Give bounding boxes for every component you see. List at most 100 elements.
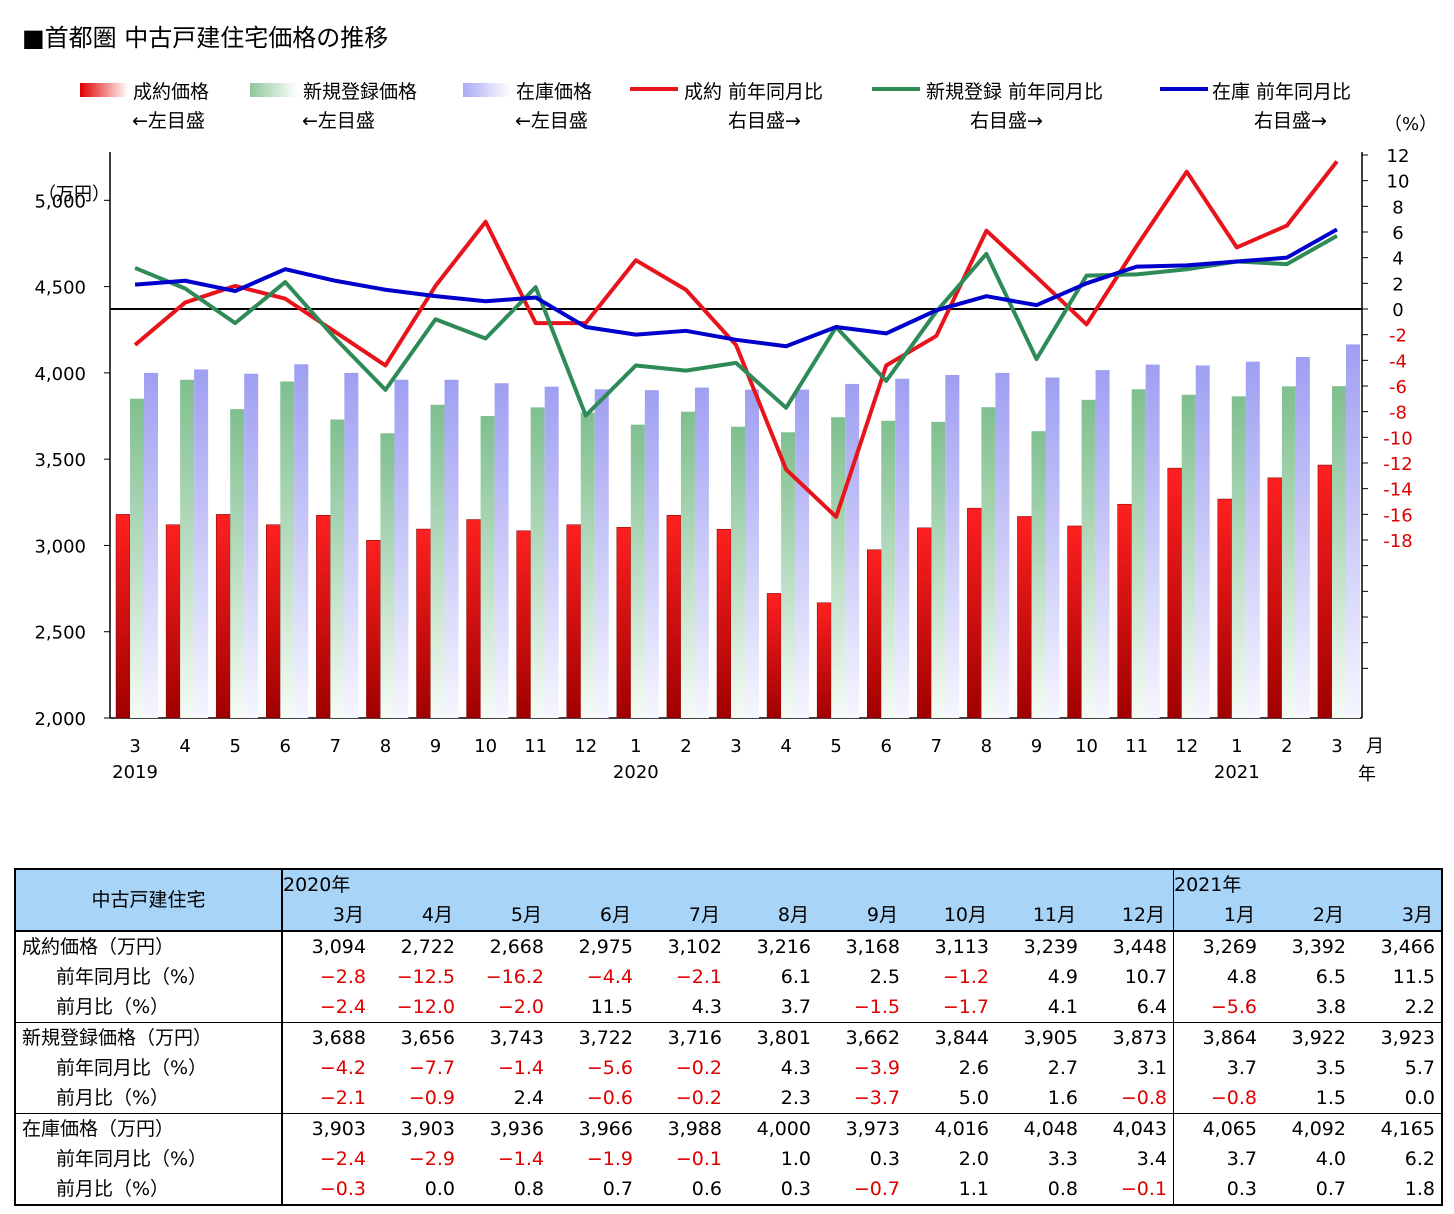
bar-seiyaku [516, 530, 531, 719]
table-cell: 3,903 [400, 1118, 455, 1140]
table-month-header: 1月 [1173, 900, 1263, 932]
table-cell: −12.0 [372, 992, 461, 1023]
table-cell: −0.7 [817, 1174, 906, 1206]
table-month-header: 9月 [817, 900, 906, 932]
table-month-header: 7月 [639, 900, 728, 932]
bar-shinki [530, 407, 545, 718]
table-cell: 3,988 [667, 1118, 722, 1140]
table-row: 前月比（%） −2.1 −0.9 2.4 −0.6 −0.2 2.3 −3.7 5.0 1.6 −0… [14, 1083, 1443, 1114]
bar-zaiko [294, 364, 309, 718]
table-corner: 中古戸建住宅 [14, 868, 283, 932]
table-cell: −4.2 [319, 1057, 366, 1079]
x-unit-month: 月 [1366, 736, 1384, 757]
table-row-label: 成約価格（万円） [14, 931, 283, 962]
right-tick-label: 10 [1387, 172, 1410, 193]
table-cell: 3.1 [1136, 1057, 1167, 1079]
bar-seiyaku [316, 514, 331, 719]
table-cell: −0.3 [282, 1174, 372, 1206]
x-tick-label: 11 [524, 736, 547, 757]
table-cell: 3,239 [1023, 936, 1078, 958]
table-cell: −1.5 [817, 992, 906, 1023]
legend-sub-0: ←左目盛 [132, 110, 205, 132]
right-tick-label: -8 [1389, 403, 1407, 424]
table-cell: 4,000 [756, 1118, 811, 1140]
table-cell: −2.4 [282, 992, 372, 1023]
table-cell: −0.9 [372, 1083, 461, 1114]
bar-seiyaku [1017, 516, 1032, 719]
table-row: 前年同月比（%） −4.2 −7.7 −1.4 −5.6 −0.2 4.3 −3.9 2.6 2.… [14, 1053, 1443, 1083]
bar-zaiko [895, 378, 910, 718]
chart: 2,000 2,500 3,000 3,500 4,000 4,500 5,000（万円） 1… [34, 114, 1437, 785]
table-month-header: 5月 [461, 900, 550, 932]
bar-seiyaku [466, 519, 481, 719]
table-cell: −1.9 [586, 1148, 633, 1170]
bar-shinki [380, 433, 395, 718]
table-cell: 5.0 [906, 1083, 995, 1114]
right-tick-label: -4 [1389, 351, 1407, 372]
table-cell: 3.7 [1173, 1053, 1263, 1083]
bar-seiyaku [866, 549, 882, 719]
bar-zaiko [745, 389, 759, 718]
table-cell: 11.5 [550, 992, 639, 1023]
table-month-row: 3月 4月 5月 6月 7月 8月 9月 10月 11月 12月 1月 2月 3月 [15, 900, 1443, 932]
legend-swatch-2 [463, 83, 511, 97]
line-shinki [134, 234, 1338, 418]
table-cell: 4,043 [1112, 1118, 1167, 1140]
bar-seiyaku [917, 527, 932, 719]
x-tick-label: 3 [730, 736, 741, 757]
table-cell: 4.3 [639, 992, 728, 1023]
table-cell: −0.1 [1084, 1174, 1174, 1206]
table-cell: 4,165 [1352, 1113, 1443, 1144]
table-row-label: 前年同月比（%） [14, 962, 283, 992]
right-tick-label: 8 [1392, 197, 1403, 218]
table-cell: 3,102 [667, 936, 722, 958]
x-tick-label: 9 [1031, 736, 1042, 757]
table-row-label: 前月比（%） [14, 1083, 283, 1114]
x-tick-label: 1 [1231, 736, 1242, 757]
bar-zaiko [1245, 361, 1260, 718]
legend-label-3: 成約 前年同月比 [684, 81, 824, 103]
x-year-label: 2020 [613, 762, 659, 783]
table-cell: 3,716 [667, 1027, 722, 1049]
table-month-header: 10月 [906, 900, 995, 932]
table-cell: 3,873 [1112, 1027, 1167, 1049]
legend-label-5: 在庫 前年同月比 [1212, 81, 1352, 103]
bar-seiyaku [215, 514, 231, 719]
table-cell: −2.1 [282, 1083, 372, 1114]
line-seiyaku [133, 160, 1339, 519]
table-cell: 0.6 [639, 1174, 728, 1206]
bar-shinki [881, 420, 896, 718]
legend: 成約価格 ←左目盛 新規登録価格 ←左目盛 在庫価格 ←左目盛 成約 前年同月比 右目盛→ 新規… [0, 0, 1454, 140]
legend-swatch-1 [250, 83, 298, 97]
table-cell: 2.6 [958, 1057, 989, 1079]
table-cell: 3,864 [1173, 1022, 1263, 1053]
data-table: 中古戸建住宅 2020年 2021年 3月 4月 5月 6月 7月 8月 9月 10月 11月 12月 1… [14, 868, 1443, 1206]
x-tick-label: 11 [1125, 736, 1148, 757]
bar-zaiko [1195, 365, 1210, 718]
bar-seiyaku [967, 507, 982, 719]
table-row: 前年同月比（%） −2.8 −12.5 −16.2 −4.4 −2.1 6.1 2.5 −1.2… [14, 962, 1443, 992]
bar-shinki [731, 426, 745, 718]
bar-shinki [680, 411, 695, 718]
line-zaiko [134, 227, 1338, 349]
table-header-row: 中古戸建住宅 2020年 2021年 [14, 868, 1443, 932]
table-month-header: 8月 [728, 900, 817, 932]
bar-shinki [280, 381, 295, 718]
table-cell: 2,975 [578, 936, 633, 958]
bar-seiyaku [115, 514, 131, 719]
x-tick-label: 10 [474, 736, 497, 757]
left-tick-label: 2,000 [34, 709, 86, 730]
bar-seiyaku [566, 524, 582, 719]
table-cell: −1.4 [497, 1148, 544, 1170]
table-cell: 2,722 [400, 936, 455, 958]
right-tick-label: -16 [1383, 505, 1412, 526]
bar-shinki [230, 409, 245, 718]
table-row: 新規登録価格（万円） 3,688 3,656 3,743 3,722 3,716 3,801… [14, 1022, 1443, 1053]
legend-sub-1: ←左目盛 [302, 110, 375, 132]
legend-sub-5: 右目盛→ [1254, 110, 1327, 132]
table-cell: 0.7 [1263, 1174, 1352, 1206]
table-cell: 4.9 [1047, 966, 1078, 988]
bar-zaiko [194, 369, 209, 718]
table-cell: −2.9 [408, 1148, 455, 1170]
bar-zaiko [1345, 344, 1360, 718]
